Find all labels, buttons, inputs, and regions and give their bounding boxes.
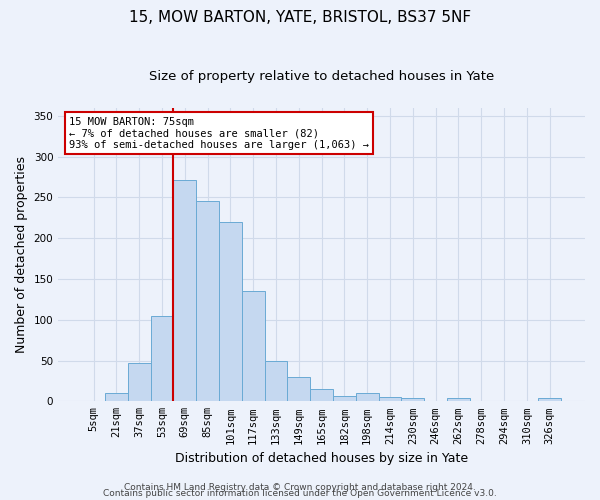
Text: Contains public sector information licensed under the Open Government Licence v3: Contains public sector information licen… bbox=[103, 490, 497, 498]
Bar bbox=[538, 398, 561, 402]
Bar bbox=[447, 398, 470, 402]
X-axis label: Distribution of detached houses by size in Yate: Distribution of detached houses by size … bbox=[175, 452, 468, 465]
Bar bbox=[242, 291, 265, 402]
Y-axis label: Number of detached properties: Number of detached properties bbox=[15, 156, 28, 353]
Bar bbox=[265, 360, 287, 402]
Bar bbox=[196, 200, 219, 402]
Title: Size of property relative to detached houses in Yate: Size of property relative to detached ho… bbox=[149, 70, 494, 83]
Text: 15, MOW BARTON, YATE, BRISTOL, BS37 5NF: 15, MOW BARTON, YATE, BRISTOL, BS37 5NF bbox=[129, 10, 471, 25]
Bar bbox=[356, 393, 379, 402]
Bar bbox=[105, 393, 128, 402]
Bar bbox=[401, 398, 424, 402]
Bar bbox=[173, 180, 196, 402]
Bar bbox=[219, 222, 242, 402]
Bar bbox=[151, 316, 173, 402]
Bar bbox=[333, 396, 356, 402]
Bar bbox=[128, 363, 151, 402]
Text: Contains HM Land Registry data © Crown copyright and database right 2024.: Contains HM Land Registry data © Crown c… bbox=[124, 484, 476, 492]
Bar bbox=[379, 397, 401, 402]
Text: 15 MOW BARTON: 75sqm
← 7% of detached houses are smaller (82)
93% of semi-detach: 15 MOW BARTON: 75sqm ← 7% of detached ho… bbox=[69, 116, 369, 150]
Bar bbox=[287, 377, 310, 402]
Bar bbox=[310, 389, 333, 402]
